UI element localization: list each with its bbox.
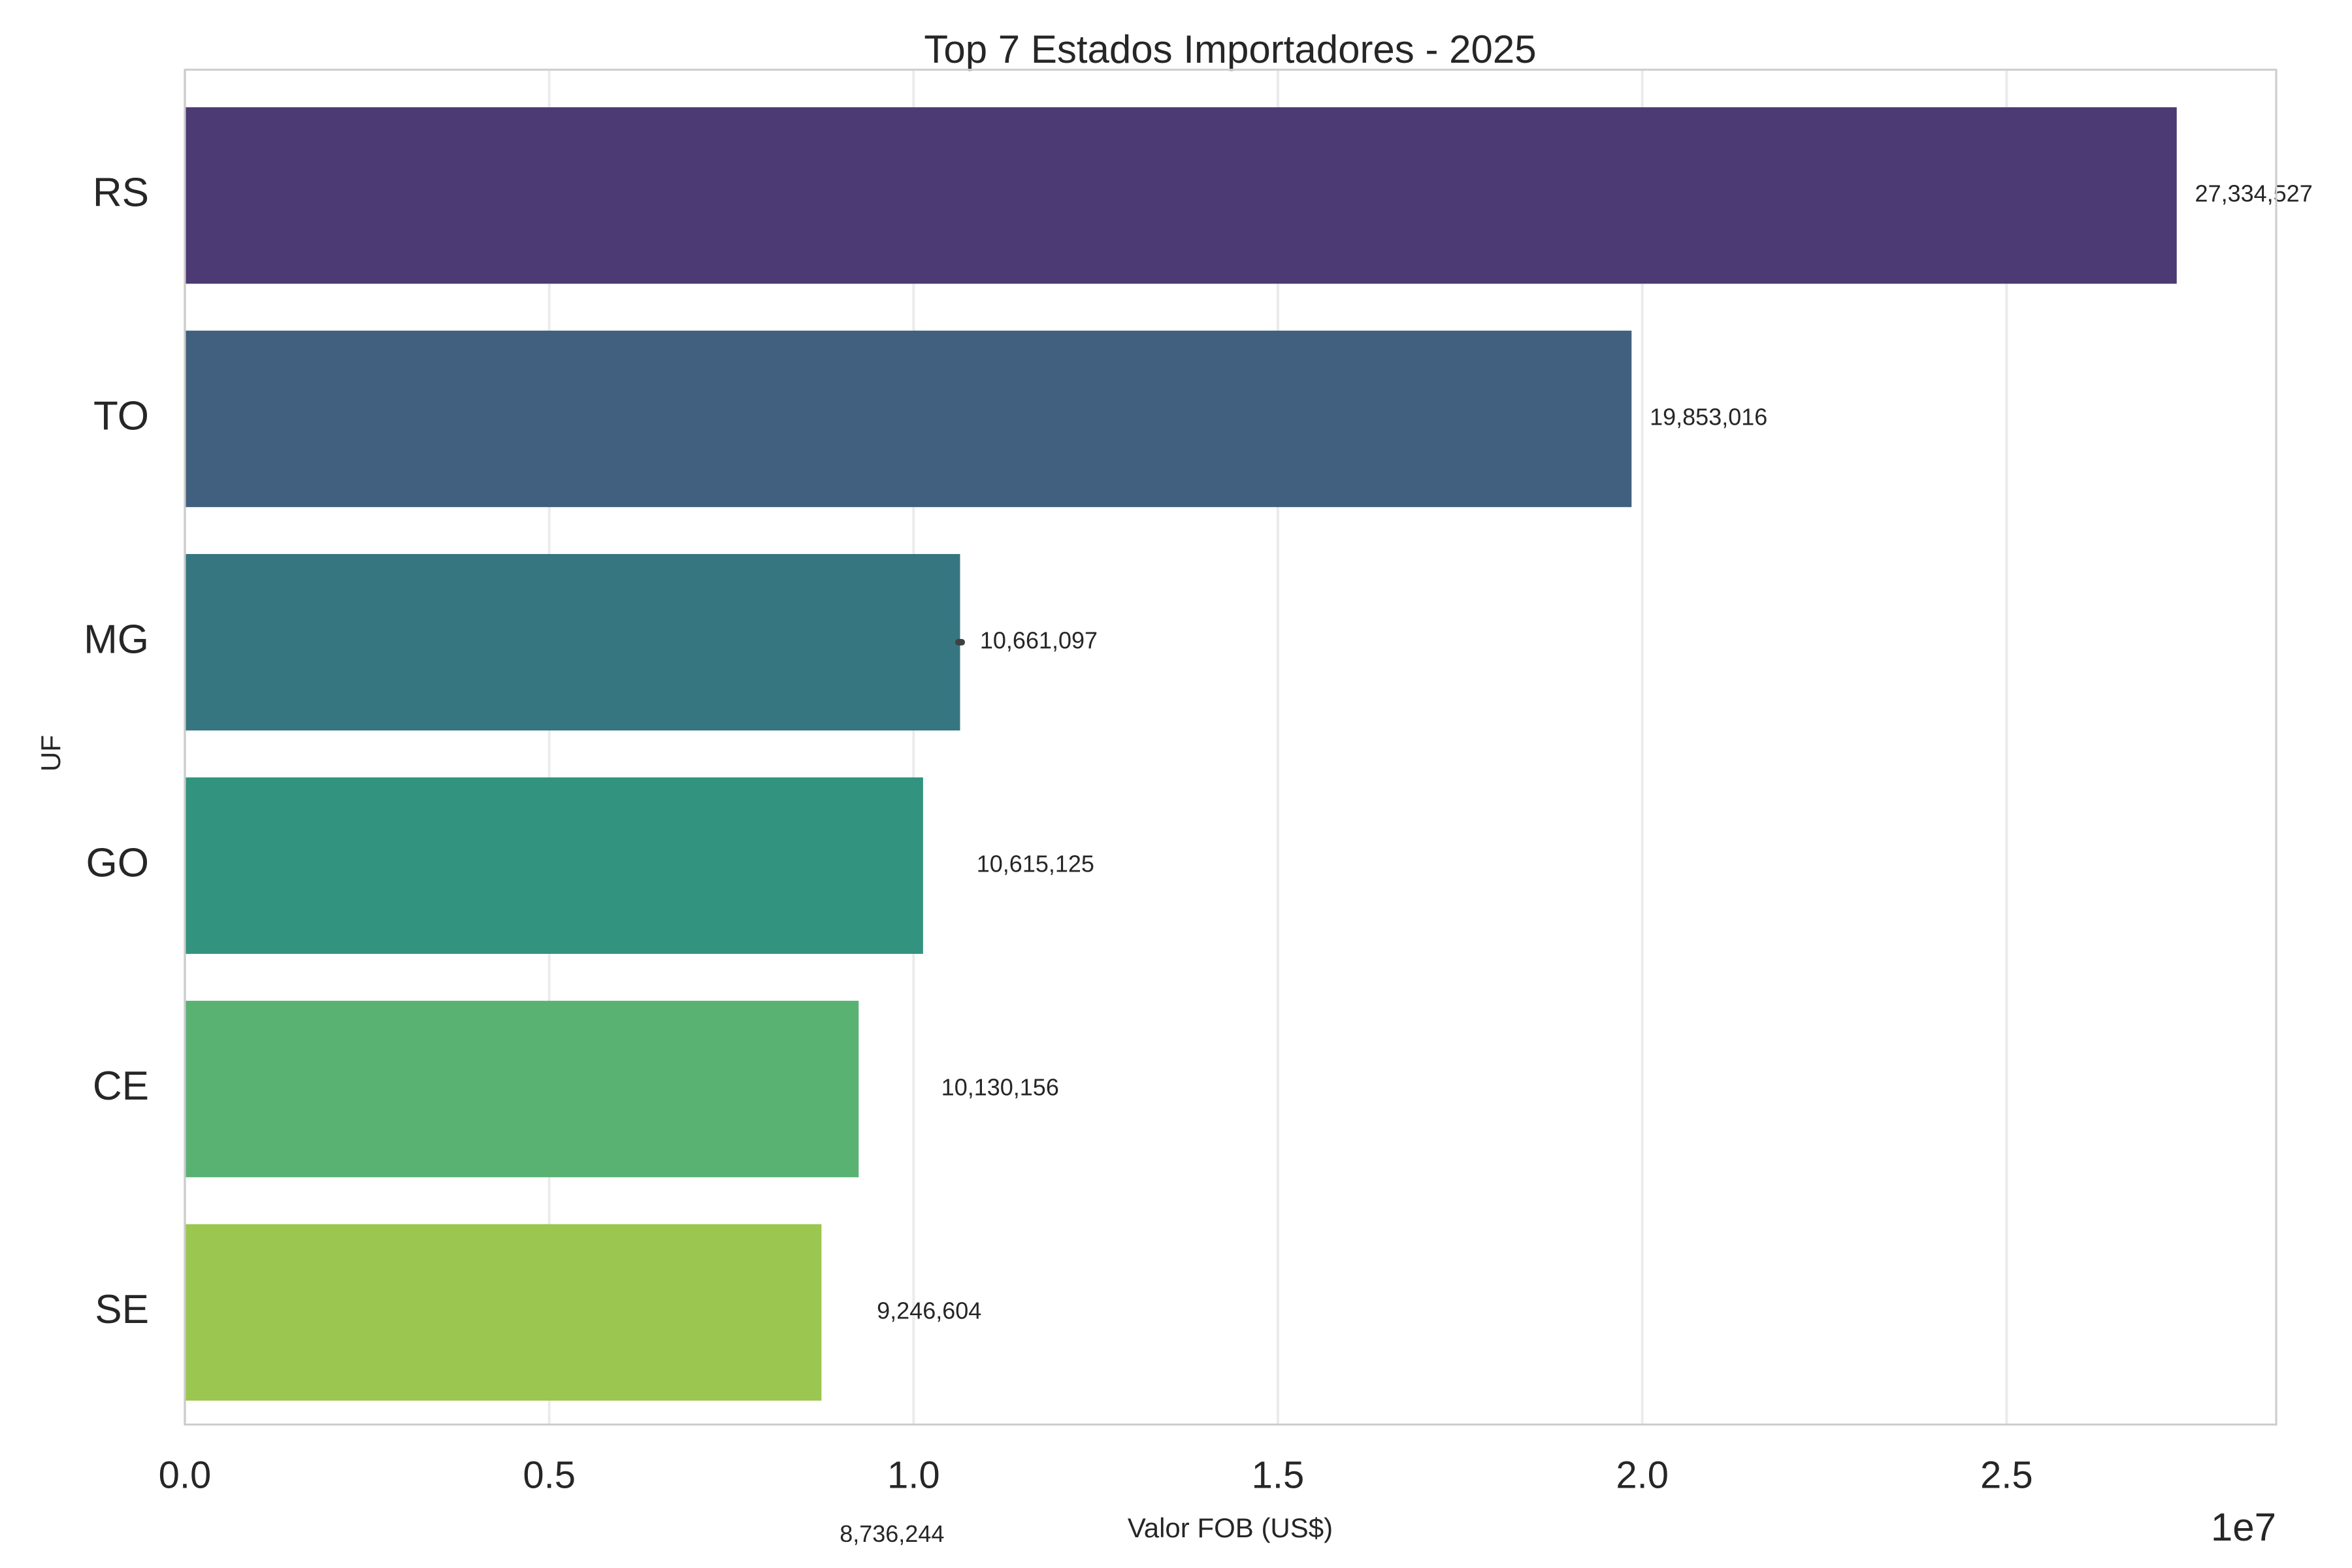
axes-frame — [184, 69, 2278, 1426]
y-tick-label: CE — [93, 1064, 149, 1109]
y-tick-label: MG — [84, 617, 149, 662]
value-label: 9,246,604 — [877, 1297, 981, 1324]
x-tick-label: 0.5 — [523, 1454, 576, 1497]
y-tick-label: GO — [86, 840, 149, 885]
x-tick-label: 0.0 — [159, 1454, 212, 1497]
value-label: 10,661,097 — [980, 627, 1098, 654]
bar — [184, 777, 923, 955]
y-tick-label: SE — [95, 1287, 149, 1332]
x-tick-label: 1.0 — [887, 1454, 940, 1497]
value-label: 10,130,156 — [941, 1073, 1059, 1100]
value-label: 10,615,125 — [977, 850, 1094, 877]
x-tick-label: 2.0 — [1616, 1454, 1669, 1497]
bar — [184, 1000, 859, 1177]
x-axis-label: Valor FOB (US$) — [1128, 1512, 1333, 1543]
x-tick-label: 1.5 — [1252, 1454, 1305, 1497]
value-label: 19,853,016 — [1650, 404, 1767, 431]
value-label: 27,334,527 — [2195, 180, 2313, 207]
x-tick-label: 2.5 — [1980, 1454, 2033, 1497]
bar — [184, 1224, 822, 1401]
bar — [184, 553, 960, 731]
y-tick-label: RS — [93, 171, 149, 216]
value-label: 8,736,244 — [840, 1520, 944, 1547]
y-axis-label: UF — [35, 735, 66, 772]
y-tick-label: TO — [93, 394, 149, 439]
bar — [184, 107, 2177, 284]
chart-title: Top 7 Estados Importadores - 2025 — [924, 27, 1536, 71]
x-offset-label: 1e7 — [2211, 1505, 2276, 1549]
bar — [184, 331, 1632, 508]
